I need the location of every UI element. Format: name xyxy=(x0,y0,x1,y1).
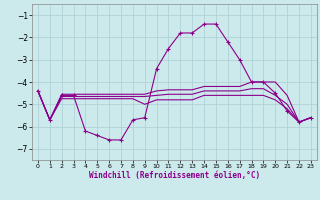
X-axis label: Windchill (Refroidissement éolien,°C): Windchill (Refroidissement éolien,°C) xyxy=(89,171,260,180)
